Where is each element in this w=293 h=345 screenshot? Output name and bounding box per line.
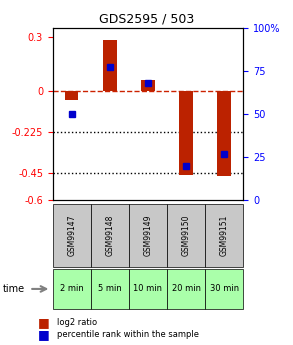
Text: GSM99149: GSM99149 — [144, 215, 152, 256]
Text: percentile rank within the sample: percentile rank within the sample — [57, 330, 199, 339]
Text: 30 min: 30 min — [209, 284, 239, 294]
Bar — [217, 91, 231, 177]
Bar — [103, 40, 117, 91]
Text: ■: ■ — [38, 328, 50, 341]
Bar — [141, 80, 155, 91]
Text: GSM99147: GSM99147 — [67, 215, 76, 256]
Text: 10 min: 10 min — [134, 284, 162, 294]
Text: 20 min: 20 min — [172, 284, 200, 294]
Text: 5 min: 5 min — [98, 284, 122, 294]
Text: log2 ratio: log2 ratio — [57, 318, 97, 327]
Text: GSM99148: GSM99148 — [105, 215, 114, 256]
Text: GSM99151: GSM99151 — [220, 215, 229, 256]
Text: 2 min: 2 min — [60, 284, 84, 294]
Text: time: time — [3, 284, 25, 294]
Text: ■: ■ — [38, 316, 50, 329]
Bar — [179, 91, 193, 175]
Bar — [65, 91, 79, 100]
Text: GSM99150: GSM99150 — [182, 215, 190, 256]
Text: GDS2595 / 503: GDS2595 / 503 — [99, 12, 194, 25]
